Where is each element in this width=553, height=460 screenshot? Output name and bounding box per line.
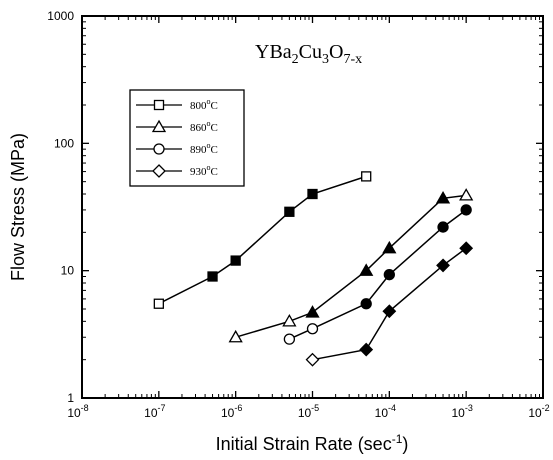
data-point-890	[360, 298, 372, 310]
series-890	[283, 204, 472, 345]
y-tick-label: 10	[61, 264, 75, 278]
legend-marker-890	[153, 143, 165, 155]
series-layer	[153, 171, 474, 367]
legend-label: 930oC	[190, 163, 218, 178]
x-tick-label: 10-7	[144, 403, 165, 420]
data-point-860	[305, 305, 320, 318]
data-point-930	[305, 352, 320, 367]
data-point-930	[436, 258, 450, 273]
y-tick-label: 100	[54, 136, 74, 150]
axis-ticks: 10-8 10-7 10-6 10-5 10-4 10-3 10-2 1 10 100 1000	[47, 9, 549, 420]
plot-frame	[81, 15, 544, 399]
data-point-800	[230, 255, 241, 266]
data-point-800	[361, 171, 372, 182]
data-point-800	[153, 298, 164, 309]
data-point-800	[307, 188, 318, 200]
data-point-800	[284, 206, 295, 217]
x-tick-label: 10-8	[67, 403, 88, 420]
series-930	[305, 241, 474, 367]
legend-box	[129, 89, 245, 187]
data-point-860	[228, 329, 243, 343]
y-tick-label: 1000	[47, 9, 74, 23]
legend-item-890: 890oC	[136, 141, 218, 156]
data-point-800	[207, 271, 218, 282]
legend-label: 800oC	[190, 97, 218, 112]
legend-marker-930	[152, 164, 166, 178]
legend-item-860: 860oC	[136, 119, 218, 134]
data-point-890	[383, 269, 395, 281]
data-point-860	[382, 240, 397, 254]
data-point-930	[382, 304, 397, 319]
data-point-860	[435, 191, 451, 204]
data-point-890	[437, 221, 449, 233]
legend-item-930: 930oC	[136, 163, 218, 178]
compound-annotation: YBa2Cu3O7-x	[255, 41, 362, 67]
x-tick-label: 10-5	[298, 403, 319, 420]
x-axis-label: Initial Strain Rate (sec-1)	[216, 432, 409, 454]
x-tick-label: 10-4	[375, 403, 396, 420]
data-point-930	[359, 342, 374, 357]
x-tick-label: 10-6	[221, 403, 242, 420]
data-point-890	[460, 204, 472, 216]
legend-item-800: 800oC	[136, 97, 218, 112]
data-point-890	[306, 323, 319, 335]
series-line-800	[158, 175, 367, 305]
x-tick-label: 10-2	[528, 403, 549, 420]
data-point-890	[283, 333, 296, 345]
y-tick-label: 1	[67, 391, 74, 405]
legend: 800oC 860oC 890oC 930oC	[129, 89, 245, 187]
data-point-930	[459, 241, 474, 256]
data-point-860	[459, 188, 474, 201]
series-line-860	[235, 194, 467, 338]
legend-marker-800	[153, 99, 165, 111]
series-860	[228, 188, 474, 343]
x-tick-label: 10-3	[451, 403, 472, 420]
data-point-860	[359, 263, 374, 276]
series-800	[153, 171, 372, 309]
legend-marker-860	[151, 119, 167, 133]
legend-label: 860oC	[190, 119, 218, 134]
y-axis-label: Flow Stress (MPa)	[8, 133, 28, 281]
legend-label: 890oC	[190, 141, 218, 156]
legend-items: 800oC 860oC 890oC 930oC	[136, 97, 218, 178]
data-point-860	[282, 314, 297, 327]
